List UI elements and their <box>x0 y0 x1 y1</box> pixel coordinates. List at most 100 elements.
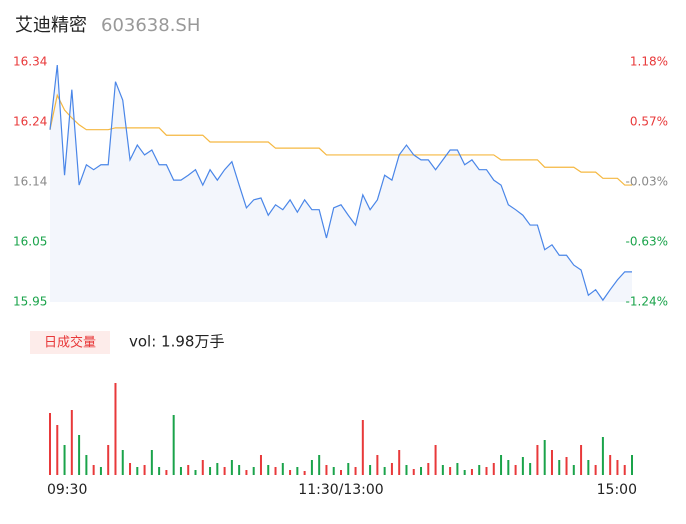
volume-bar <box>209 467 212 475</box>
volume-bar <box>223 467 226 475</box>
volume-bar <box>107 445 110 475</box>
volume-bar <box>405 465 408 475</box>
volume-bar <box>274 467 277 475</box>
volume-bar <box>390 463 393 475</box>
volume-bar <box>543 440 546 475</box>
volume-bar <box>521 457 524 475</box>
volume-bar <box>485 467 488 475</box>
volume-bar <box>296 467 299 475</box>
volume-bar <box>238 465 241 475</box>
volume-bar <box>332 467 335 475</box>
volume-bar <box>398 450 401 475</box>
volume-bar <box>536 445 539 475</box>
volume-bar <box>434 445 437 475</box>
volume-button[interactable] <box>30 331 110 354</box>
volume-bar <box>609 455 612 475</box>
volume-bar <box>92 465 95 475</box>
volume-bar <box>550 450 553 475</box>
volume-bar <box>230 460 233 475</box>
volume-bar <box>129 463 132 475</box>
volume-bar <box>194 470 197 475</box>
volume-bar <box>172 415 175 475</box>
y-tick-label: 16.24 <box>13 115 47 129</box>
volume-bar <box>478 465 481 475</box>
y-tick-label: 16.34 <box>13 55 47 69</box>
volume-bar <box>99 467 102 475</box>
volume-bar <box>507 460 510 475</box>
volume-bar <box>245 470 248 475</box>
volume-label: vol: 1.98万手 <box>129 333 224 351</box>
volume-bar <box>558 460 561 475</box>
volume-bar <box>369 465 372 475</box>
volume-bar <box>587 460 590 475</box>
volume-bar <box>361 420 364 475</box>
volume-bar <box>150 450 153 475</box>
volume-bar <box>216 463 219 475</box>
x-tick-label: 09:30 <box>47 482 87 498</box>
volume-bar <box>252 467 255 475</box>
y2-tick-label: -0.03% <box>626 175 668 189</box>
volume-bar <box>500 455 503 475</box>
y-tick-label: 16.05 <box>13 235 47 249</box>
volume-bar <box>325 465 328 475</box>
y2-tick-label: 0.57% <box>630 115 668 129</box>
y2-tick-label: -0.63% <box>626 235 668 249</box>
volume-bar <box>463 470 466 475</box>
volume-bar <box>136 467 139 475</box>
y2-tick-label: 1.18% <box>630 55 668 69</box>
volume-bar <box>347 463 350 475</box>
volume-bar <box>303 471 306 475</box>
volume-button-label[interactable]: 日成交量 <box>44 335 96 351</box>
volume-bar <box>492 463 495 475</box>
volume-bar <box>85 455 88 475</box>
volume-bar <box>56 425 59 475</box>
volume-bar <box>354 467 357 475</box>
volume-bar <box>158 467 161 475</box>
volume-bar <box>376 455 379 475</box>
volume-bar <box>121 450 124 475</box>
volume-bar <box>267 465 270 475</box>
volume-bar <box>420 467 423 475</box>
volume-bar <box>259 455 262 475</box>
stock-name: 艾迪精密 <box>15 15 87 36</box>
y2-tick-label: -1.24% <box>626 295 668 309</box>
average-line <box>49 93 632 186</box>
volume-bar <box>165 470 168 475</box>
price-area <box>50 65 632 302</box>
volume-bar <box>616 460 619 475</box>
y-tick-label: 16.14 <box>13 175 47 189</box>
volume-bar <box>143 465 146 475</box>
volume-bar <box>412 469 415 475</box>
volume-bar <box>281 463 284 475</box>
volume-bar <box>449 467 452 475</box>
volume-bar <box>114 383 117 475</box>
volume-bar <box>63 445 66 475</box>
volume-bar <box>470 469 473 475</box>
volume-bar <box>49 413 51 475</box>
volume-bar <box>187 465 190 475</box>
x-tick-label: 15:00 <box>597 482 637 498</box>
volume-bar <box>631 455 633 475</box>
volume-bar <box>427 463 430 475</box>
volume-bar <box>594 465 597 475</box>
volume-bar <box>623 465 626 475</box>
volume-bar <box>310 460 313 475</box>
volume-bar <box>318 455 321 475</box>
volume-bar <box>514 465 517 475</box>
volume-bar <box>289 470 292 475</box>
volume-bar <box>529 463 532 475</box>
volume-bar <box>383 467 386 475</box>
volume-bar <box>456 463 459 475</box>
volume-bar <box>201 460 204 475</box>
volume-bar <box>441 465 444 475</box>
x-tick-label: 11:30/13:00 <box>298 482 383 498</box>
volume-bar <box>78 435 81 475</box>
volume-bar <box>580 445 583 475</box>
volume-bar <box>179 467 182 475</box>
price-line <box>49 65 632 302</box>
y-tick-label: 15.95 <box>13 295 47 309</box>
volume-bar <box>572 465 575 475</box>
volume-bar <box>601 437 604 475</box>
volume-bar <box>565 457 568 475</box>
